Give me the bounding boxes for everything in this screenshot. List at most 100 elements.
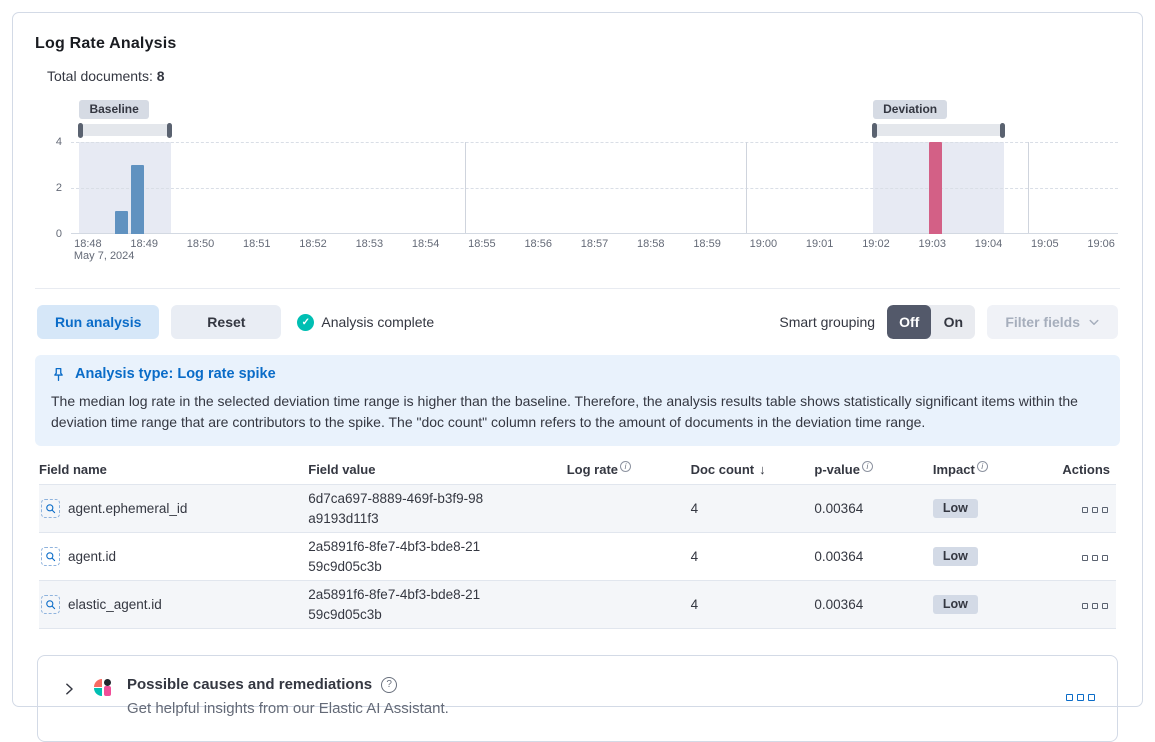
impact-badge: Low bbox=[932, 595, 978, 615]
deviation-badge: Deviation bbox=[873, 100, 948, 119]
header-field-value: Field value bbox=[308, 462, 376, 477]
x-tick-label: 18:59 bbox=[693, 238, 721, 250]
header-doc-count[interactable]: Doc count ↓ bbox=[690, 462, 766, 477]
x-gridline bbox=[746, 142, 748, 234]
header-log-rate: Log rate i bbox=[567, 461, 691, 477]
help-icon[interactable]: ? bbox=[381, 676, 398, 693]
x-tick-label: 19:03 bbox=[918, 238, 946, 250]
x-tick-label: 18:48 bbox=[74, 238, 102, 250]
baseline-brush[interactable] bbox=[78, 122, 173, 138]
x-gridline bbox=[465, 142, 467, 234]
smart-grouping-toggle: Off On bbox=[887, 305, 976, 339]
y-tick-label: 0 bbox=[55, 228, 62, 240]
deviation-brush-left-handle[interactable] bbox=[872, 122, 878, 138]
total-documents-value: 8 bbox=[156, 68, 165, 84]
x-tick-label: 18:49 bbox=[130, 238, 158, 250]
x-tick-label: 18:53 bbox=[355, 238, 384, 250]
field-search-icon[interactable] bbox=[41, 499, 60, 519]
p-value: 0.00364 bbox=[814, 597, 864, 613]
x-tick-label: 18:51 bbox=[242, 238, 271, 250]
possible-causes-panel: Possible causes and remediations ? Get h… bbox=[37, 655, 1118, 742]
y-gridline bbox=[71, 188, 1118, 189]
y-tick-label: 2 bbox=[55, 182, 62, 194]
x-tick-label: 18:56 bbox=[524, 238, 552, 250]
callout-body: The median log rate in the selected devi… bbox=[51, 393, 1078, 430]
doc-count-value: 4 bbox=[690, 549, 699, 565]
table-row: elastic_agent.id 2a5891f6-8fe7-4bf3-bde8… bbox=[39, 581, 1116, 630]
baseline-badge: Baseline bbox=[79, 100, 149, 119]
x-tick-label: 19:06 bbox=[1087, 238, 1115, 250]
x-tick-label: 18:57 bbox=[580, 238, 609, 250]
log-rate-info-icon[interactable]: i bbox=[620, 461, 632, 472]
p-value: 0.00364 bbox=[814, 501, 864, 517]
total-documents: Total documents: 8 bbox=[47, 68, 1120, 84]
deviation-brush-right-handle[interactable] bbox=[1000, 122, 1006, 138]
p-value-info-icon[interactable]: i bbox=[861, 461, 873, 472]
table-row: agent.id 2a5891f6-8fe7-4bf3-bde8-2159c9d… bbox=[39, 533, 1116, 582]
x-tick-label: 18:58 bbox=[637, 238, 665, 250]
total-documents-label: Total documents: bbox=[47, 68, 157, 84]
field-value: 6d7ca697-8889-469f-b3f9-98a9193d11f3 bbox=[308, 491, 484, 526]
row-actions-button[interactable] bbox=[1080, 601, 1110, 611]
x-tick-label: 19:01 bbox=[805, 238, 834, 250]
baseline-doc-count-bar bbox=[130, 165, 144, 234]
x-tick-label: 19:00 bbox=[749, 238, 778, 250]
y-tick-label: 4 bbox=[55, 136, 62, 148]
chevron-down-icon bbox=[1089, 319, 1099, 325]
impact-info-icon[interactable]: i bbox=[976, 461, 988, 472]
field-search-icon[interactable] bbox=[41, 595, 60, 615]
x-tick-label: 18:54 bbox=[411, 238, 440, 250]
panel-actions-button[interactable] bbox=[1064, 692, 1097, 703]
chart-plot bbox=[71, 142, 1118, 234]
baseline-brush-right-handle[interactable] bbox=[167, 122, 173, 138]
x-tick-label: 19:02 bbox=[862, 238, 890, 250]
deviation-doc-count-bar bbox=[928, 142, 942, 234]
smart-grouping-label: Smart grouping bbox=[779, 314, 876, 330]
sort-desc-icon: ↓ bbox=[759, 462, 766, 477]
possible-causes-subtitle: Get helpful insights from our Elastic AI… bbox=[127, 700, 449, 718]
smart-grouping-on-button[interactable]: On bbox=[931, 305, 975, 339]
field-value: 2a5891f6-8fe7-4bf3-bde8-2159c9d05c3b bbox=[308, 539, 481, 574]
field-name-value: agent.id bbox=[68, 549, 117, 565]
run-analysis-button[interactable]: Run analysis bbox=[37, 305, 160, 339]
controls-bar: Run analysis Reset ✓ Analysis complete S… bbox=[37, 305, 1118, 339]
x-tick-label: 18:55 bbox=[468, 238, 496, 250]
baseline-brush-left-handle[interactable] bbox=[78, 122, 84, 138]
expand-accordion-button[interactable] bbox=[60, 678, 78, 703]
x-axis-line bbox=[71, 233, 1118, 234]
x-tick-label: 19:05 bbox=[1031, 238, 1059, 250]
reset-button[interactable]: Reset bbox=[171, 305, 282, 339]
table-header-row: Field name Field value Log rate i Doc cou… bbox=[39, 456, 1116, 485]
header-impact: Impact i bbox=[933, 461, 1046, 477]
results-table: Field name Field value Log rate i Doc cou… bbox=[39, 456, 1116, 630]
chevron-right-icon bbox=[66, 683, 73, 695]
field-search-icon[interactable] bbox=[41, 547, 60, 567]
x-tick-label: 19:04 bbox=[974, 238, 1003, 250]
filter-fields-button[interactable]: Filter fields bbox=[987, 305, 1118, 339]
analysis-status: ✓ Analysis complete bbox=[297, 313, 435, 331]
baseline-doc-count-bar bbox=[115, 211, 129, 234]
p-value: 0.00364 bbox=[814, 549, 864, 565]
field-name-value: elastic_agent.id bbox=[68, 597, 162, 613]
row-actions-button[interactable] bbox=[1080, 505, 1110, 515]
chart-brush-row bbox=[71, 122, 1118, 138]
check-icon: ✓ bbox=[297, 313, 315, 331]
x-gridline bbox=[1027, 142, 1029, 234]
row-actions-button[interactable] bbox=[1080, 553, 1110, 563]
chart-badge-row: Baseline Deviation bbox=[71, 100, 1118, 120]
doc-count-value: 4 bbox=[690, 597, 699, 613]
chart-x-labels: 18:48 18:49 18:50 18:51 18:52 18:53 18:54 18:55… bbox=[71, 234, 1118, 264]
deviation-brush[interactable] bbox=[872, 122, 1006, 138]
field-name-value: agent.ephemeral_id bbox=[68, 501, 188, 517]
smart-grouping-off-button[interactable]: Off bbox=[887, 305, 932, 339]
header-p-value: p-value i bbox=[814, 461, 932, 477]
ai-assistant-icon bbox=[94, 679, 111, 697]
table-row: agent.ephemeral_id 6d7ca697-8889-469f-b3… bbox=[39, 485, 1116, 534]
header-field-name: Field name bbox=[39, 462, 107, 477]
analysis-status-label: Analysis complete bbox=[321, 314, 435, 330]
chart-y-labels: 0 2 4 bbox=[45, 136, 65, 240]
callout-title: Analysis type: Log rate spike bbox=[75, 366, 276, 382]
page-title: Log Rate Analysis bbox=[35, 35, 177, 52]
header-actions: Actions bbox=[1062, 462, 1110, 477]
